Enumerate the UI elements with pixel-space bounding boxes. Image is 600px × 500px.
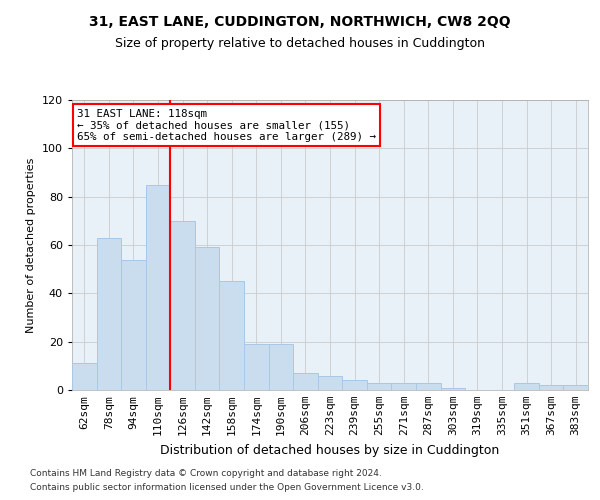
- Text: Size of property relative to detached houses in Cuddington: Size of property relative to detached ho…: [115, 38, 485, 51]
- Text: Contains HM Land Registry data © Crown copyright and database right 2024.: Contains HM Land Registry data © Crown c…: [30, 468, 382, 477]
- Bar: [97, 238, 121, 390]
- Bar: [342, 380, 367, 390]
- Bar: [440, 388, 465, 390]
- Text: Contains public sector information licensed under the Open Government Licence v3: Contains public sector information licen…: [30, 484, 424, 492]
- Bar: [391, 383, 416, 390]
- Bar: [244, 344, 269, 390]
- Bar: [220, 281, 244, 390]
- Text: 31 EAST LANE: 118sqm
← 35% of detached houses are smaller (155)
65% of semi-deta: 31 EAST LANE: 118sqm ← 35% of detached h…: [77, 108, 376, 142]
- Bar: [269, 344, 293, 390]
- Bar: [146, 184, 170, 390]
- Bar: [293, 373, 318, 390]
- Text: 31, EAST LANE, CUDDINGTON, NORTHWICH, CW8 2QQ: 31, EAST LANE, CUDDINGTON, NORTHWICH, CW…: [89, 15, 511, 29]
- Bar: [195, 248, 220, 390]
- Y-axis label: Number of detached properties: Number of detached properties: [26, 158, 36, 332]
- Bar: [416, 383, 440, 390]
- Bar: [121, 260, 146, 390]
- Bar: [170, 221, 195, 390]
- X-axis label: Distribution of detached houses by size in Cuddington: Distribution of detached houses by size …: [160, 444, 500, 456]
- Bar: [72, 364, 97, 390]
- Bar: [318, 376, 342, 390]
- Bar: [514, 383, 539, 390]
- Bar: [563, 385, 588, 390]
- Bar: [367, 383, 391, 390]
- Bar: [539, 385, 563, 390]
